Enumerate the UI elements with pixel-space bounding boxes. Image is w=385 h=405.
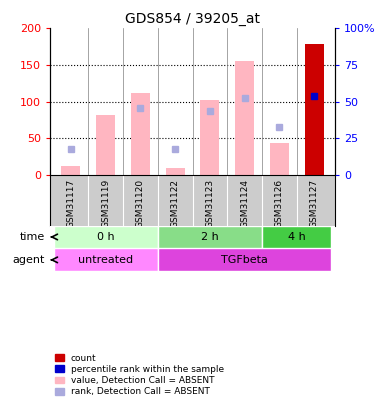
Text: GSM31127: GSM31127 (310, 179, 319, 228)
Bar (270, 143, 289, 175)
Text: agent: agent (12, 255, 45, 265)
Text: GSM31124: GSM31124 (240, 179, 249, 228)
Bar (54, 248, 158, 271)
Bar (305, 45, 324, 175)
Bar (96, 115, 115, 175)
Bar (131, 93, 150, 175)
Text: GSM31122: GSM31122 (171, 179, 180, 228)
Text: 4 h: 4 h (288, 232, 306, 242)
Text: 2 h: 2 h (201, 232, 219, 242)
Bar (61, 166, 80, 175)
Text: 0 h: 0 h (97, 232, 114, 242)
Text: GSM31119: GSM31119 (101, 179, 110, 228)
Title: GDS854 / 39205_at: GDS854 / 39205_at (125, 12, 260, 26)
Bar (158, 248, 331, 271)
Text: GSM31123: GSM31123 (205, 179, 214, 228)
Bar (235, 62, 254, 175)
Text: GSM31126: GSM31126 (275, 179, 284, 228)
Text: GSM31117: GSM31117 (66, 179, 75, 228)
Bar (200, 100, 219, 175)
Bar (158, 226, 262, 248)
Text: time: time (20, 232, 45, 242)
Bar (166, 168, 185, 175)
Legend: count, percentile rank within the sample, value, Detection Call = ABSENT, rank, : count, percentile rank within the sample… (55, 354, 224, 396)
Text: TGFbeta: TGFbeta (221, 255, 268, 265)
Bar (262, 226, 331, 248)
Bar (54, 226, 158, 248)
Text: untreated: untreated (78, 255, 133, 265)
Text: GSM31120: GSM31120 (136, 179, 145, 228)
